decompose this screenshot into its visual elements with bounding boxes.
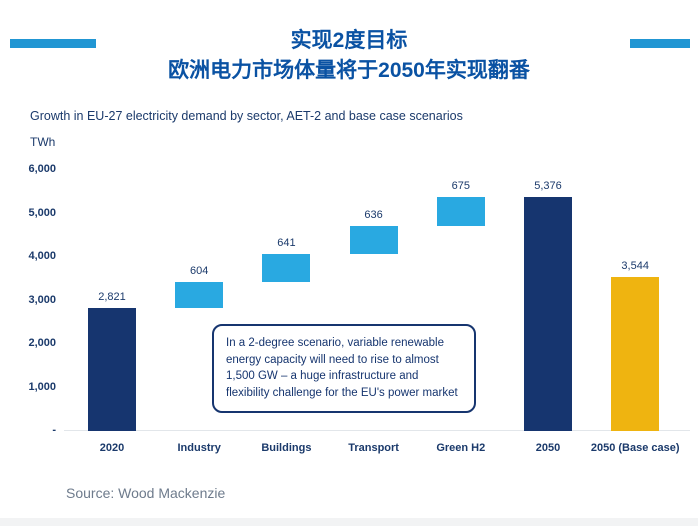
x-axis-label-buildings: Buildings	[261, 442, 312, 454]
y-tick-label: 6,000	[28, 163, 56, 175]
y-tick-label: 5,000	[28, 206, 56, 219]
bar-value-label-2050-base-case: 3,544	[621, 259, 649, 272]
annotation-text: In a 2-degree scenario, variable renewab…	[226, 337, 458, 400]
title-accent-bar-left	[10, 39, 96, 48]
plot-area: 6,000 5,000 4,000 3,000 2,000 1,000 - 2,821 2020…	[28, 163, 690, 454]
bar-green-h2	[436, 197, 485, 227]
x-axis-label-2020: 2020	[99, 442, 125, 454]
page-title-line2: 欧洲电力市场体量将于2050年实现翻番	[168, 59, 530, 82]
y-tick-label: 3,000	[28, 293, 56, 306]
annotation-box: In a 2-degree scenario, variable renewab…	[212, 324, 476, 413]
x-axis-label-transport: Transport	[348, 442, 399, 454]
source-text: Source: Wood Mackenzie	[66, 485, 226, 501]
bar-value-label-2020: 2,821	[98, 291, 126, 304]
bar-2050-base-case	[611, 276, 660, 431]
bar-value-label-buildings: 641	[277, 237, 296, 250]
bar-value-label-2050: 5,376	[534, 180, 562, 193]
bar-industry	[175, 282, 224, 309]
bar-value-label-industry: 604	[190, 265, 209, 277]
page-title-line1: 实现2度目标	[290, 29, 408, 52]
x-axis-label-green-h2: Green H2	[436, 442, 486, 454]
bottom-divider	[0, 518, 698, 526]
title-accent-bar-right	[630, 39, 690, 48]
bar-value-label-transport: 636	[364, 209, 383, 222]
bar-transport	[349, 226, 398, 255]
y-tick-label: 1,000	[28, 380, 56, 393]
y-axis-unit-label: TWh	[30, 135, 56, 149]
x-axis-label-2050: 2050	[535, 442, 561, 454]
bar-2020	[88, 308, 136, 431]
bar-2050	[524, 197, 572, 431]
y-tick-label: 4,000	[28, 250, 56, 262]
x-axis-label-2050-base-case: 2050 (Base case)	[590, 442, 680, 454]
chart-subtitle: Growth in EU-27 electricity demand by se…	[30, 109, 463, 123]
x-axis-label-industry: Industry	[177, 442, 221, 454]
bar-buildings	[262, 254, 311, 282]
y-tick-label: 2,000	[28, 337, 56, 349]
bar-value-label-green-h2: 675	[451, 180, 470, 193]
y-tick-label: -	[52, 424, 56, 436]
